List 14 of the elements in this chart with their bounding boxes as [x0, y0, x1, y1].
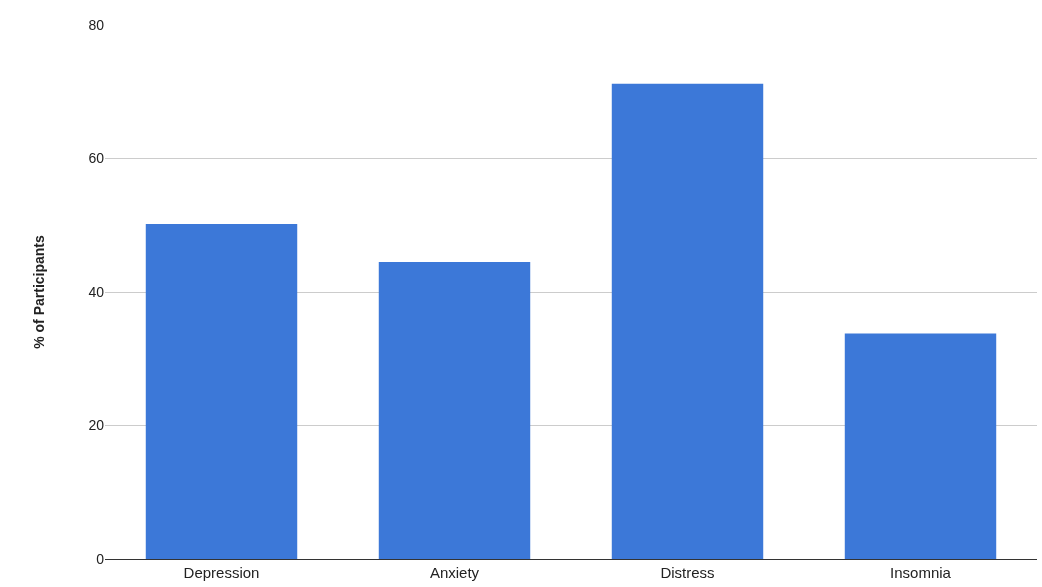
bar	[611, 83, 764, 559]
y-tick-label: 20	[88, 417, 105, 434]
bar	[378, 261, 531, 559]
y-tick-label: 60	[88, 150, 105, 167]
x-tick-label: Depression	[183, 564, 260, 581]
y-tick-label: 0	[96, 550, 105, 567]
x-tick-label: Anxiety	[429, 564, 480, 581]
x-tick-label: Insomnia	[890, 564, 952, 581]
y-tick-label: 40	[88, 283, 105, 300]
x-tick-label: Distress	[660, 564, 715, 581]
bar	[145, 223, 298, 559]
y-tick-label: 80	[88, 16, 105, 33]
bar	[844, 333, 997, 559]
y-axis-title: % of Participants	[31, 235, 48, 349]
